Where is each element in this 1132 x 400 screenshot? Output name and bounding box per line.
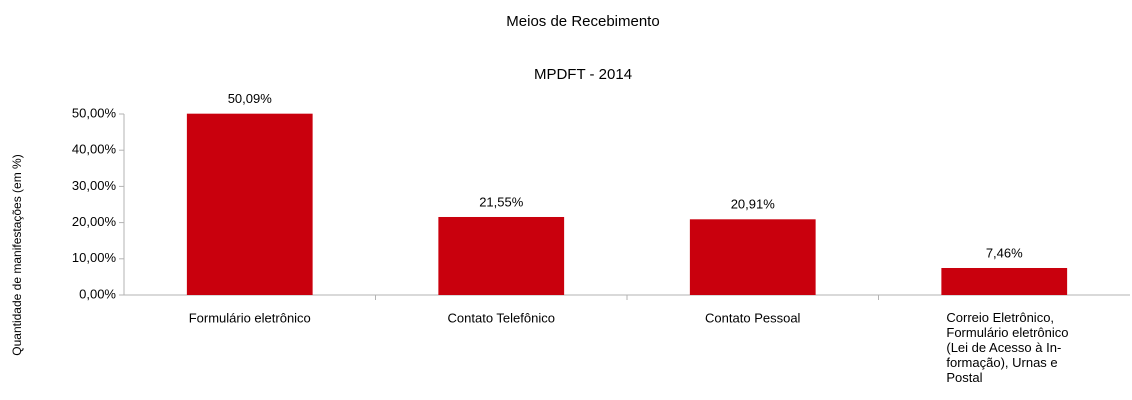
data-label: 21,55% xyxy=(479,194,524,209)
bar xyxy=(689,219,816,295)
y-tick-label: 0,00% xyxy=(79,286,116,301)
x-tick-label: Formulário eletrônico xyxy=(189,310,311,325)
x-tick-label: Contato Telefônico xyxy=(448,310,555,325)
y-tick-label: 50,00% xyxy=(72,105,117,120)
bar xyxy=(438,216,565,295)
data-label: 7,46% xyxy=(986,245,1023,260)
x-tick-label: Contato Pessoal xyxy=(705,310,801,325)
data-label: 20,91% xyxy=(731,197,776,212)
bar xyxy=(941,267,1068,295)
y-tick-label: 30,00% xyxy=(72,178,117,193)
y-tick-label: 20,00% xyxy=(72,214,117,229)
y-axis-label: Quantidade de manifestações (em %) xyxy=(10,154,24,355)
chart-subtitle: MPDFT - 2014 xyxy=(534,66,632,83)
bar xyxy=(186,113,313,296)
x-tick-label: Correio Eletrônico, Formulário eletrônico… xyxy=(946,310,1068,385)
chart-title: Meios de Recebimento xyxy=(506,13,659,30)
y-tick-label: 40,00% xyxy=(72,142,117,157)
data-label: 50,09% xyxy=(228,91,273,106)
y-tick-label: 10,00% xyxy=(72,250,117,265)
